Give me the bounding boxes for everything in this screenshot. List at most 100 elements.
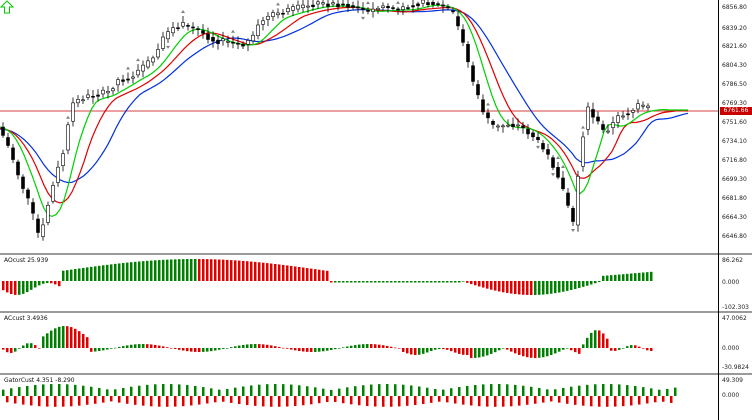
histogram-bar [366,396,369,407]
pane-separator[interactable] [0,253,752,255]
price-chart-canvas[interactable] [0,0,718,253]
histogram-bar [490,281,493,290]
histogram-bar [546,281,549,295]
candle-body [71,102,75,122]
histogram-bar [434,348,437,350]
histogram-bar [574,396,577,405]
histogram-bar [642,348,645,349]
histogram-bar [526,396,529,405]
histogram-bar [286,348,289,349]
candle-body [76,99,80,104]
main-chart-pane[interactable]: 6856.80 6839.20 6821.60 6804.30 6786.50 … [0,0,752,253]
histogram-bar [286,265,289,281]
histogram-bar [58,281,61,287]
histogram-bar [390,281,393,283]
histogram-bar [238,345,241,348]
histogram-bar [142,396,145,406]
histogram-bar [346,281,349,283]
histogram-bar [78,268,81,281]
histogram-bar [414,281,417,283]
histogram-bar [174,396,177,407]
histogram-bar [178,348,181,350]
histogram-bar [74,328,77,348]
candle-body [466,44,470,63]
price-scale-label: 6804.30 [722,62,747,69]
ao-scale-label: 0.000 [722,279,740,286]
histogram-bar [54,396,57,407]
histogram-bar [294,348,297,351]
candle-body [336,3,340,8]
histogram-bar [62,326,65,348]
fractal-marker-icon [276,2,280,6]
histogram-bar [666,388,669,396]
histogram-bar [466,348,469,355]
histogram-bar [34,281,37,288]
candle-body [636,103,640,110]
histogram-bar [270,345,273,348]
histogram-bar [26,385,29,396]
candle-body [351,5,355,8]
candle-body [51,185,55,202]
histogram-bar [246,261,249,281]
histogram-bar [558,348,561,352]
candle-body [271,12,275,17]
histogram-bar [390,396,393,407]
candle-body [226,41,230,43]
histogram-bar [218,389,221,396]
histogram-bar [386,281,389,283]
histogram-bar [174,259,177,281]
histogram-bar [326,348,329,351]
histogram-bar [98,348,101,351]
pane-separator[interactable] [0,311,752,313]
candle-body [581,136,585,167]
up-arrow-icon [0,0,14,14]
histogram-bar [286,396,289,407]
histogram-bar [562,348,565,350]
histogram-bar [578,385,581,396]
histogram-bar [526,281,529,295]
histogram-bar [322,348,325,352]
candle-body [541,143,545,150]
fractal-marker-icon [551,173,555,177]
histogram-bar [594,281,597,284]
histogram-bar [218,259,221,281]
histogram-bar [550,348,553,355]
histogram-bar [218,348,221,350]
histogram-bar [106,348,109,350]
ao-indicator-pane[interactable]: AOcust 25.939 86.262 0.000 -102.303 [0,255,752,311]
histogram-bar [230,347,233,348]
candle-body [316,1,320,5]
histogram-bar [274,384,277,396]
histogram-bar [438,348,441,350]
histogram-bar [614,274,617,281]
candle-body [236,42,240,45]
price-scale-label: 6856.80 [722,4,747,11]
histogram-bar [450,388,453,396]
histogram-bar [102,265,105,281]
histogram-bar [642,387,645,396]
histogram-bar [262,344,265,348]
histogram-bar [402,281,405,283]
histogram-bar [338,388,341,396]
histogram-bar [14,396,17,404]
histogram-bar [282,384,285,396]
histogram-bar [170,259,173,281]
candle-body [206,33,210,40]
histogram-bar [2,281,5,291]
histogram-bar [546,348,549,357]
ac-indicator-pane[interactable]: ACcust 3.4936 47.0062 0.000 -30.9824 [0,313,752,373]
histogram-bar [522,281,525,295]
histogram-bar [470,396,473,406]
histogram-bar [470,281,473,285]
fractal-marker-icon [536,145,540,149]
candle-body [231,41,235,44]
histogram-bar [458,387,461,396]
histogram-bar [658,389,661,396]
pane-separator[interactable] [0,373,752,375]
candle-body [276,12,280,16]
candle-body [356,6,360,9]
gator-indicator-pane[interactable]: GatorCust 4.351 -8.290 49.309 0.000 [0,375,752,420]
histogram-bar [546,389,549,396]
current-price-tag: 6761.66 [720,107,752,115]
histogram-bar [118,346,121,348]
